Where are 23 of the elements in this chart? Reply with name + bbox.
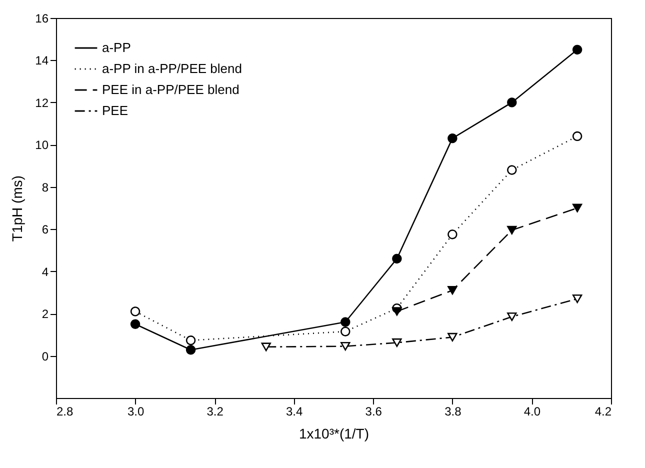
legend-label: PEE in a-PP/PEE blend (102, 82, 240, 97)
y-tick-label: 14 (35, 54, 49, 68)
y-tick-label: 8 (42, 180, 49, 194)
x-axis-title: 1x10³*(1/T) (298, 426, 370, 442)
y-tick-label: 6 (42, 222, 49, 237)
x-tick-label: 4.2 (594, 404, 612, 418)
y-tick-label: 4 (42, 264, 49, 279)
y-tick-label: 16 (35, 12, 49, 26)
x-tick-label: 3.8 (444, 404, 462, 418)
x-tick-label: 3.4 (286, 404, 304, 418)
x-tick-label: 3.2 (206, 404, 224, 418)
y-tick-label: 12 (35, 96, 49, 110)
legend-label: PEE (102, 103, 128, 118)
legend-label: a-PP in a-PP/PEE blend (102, 61, 242, 76)
y-axis-title: T1pH (ms) (9, 175, 26, 242)
legend-label: a-PP (102, 40, 131, 55)
x-tick-label: 3.6 (365, 404, 382, 418)
y-tick-label: 0 (42, 349, 49, 364)
y-tick-label: 2 (42, 307, 49, 322)
x-tick-label: 4.0 (524, 404, 541, 418)
y-tick-label: 10 (35, 138, 49, 152)
x-tick-label: 3.0 (127, 404, 144, 418)
x-tick-label: 2.8 (56, 404, 74, 418)
